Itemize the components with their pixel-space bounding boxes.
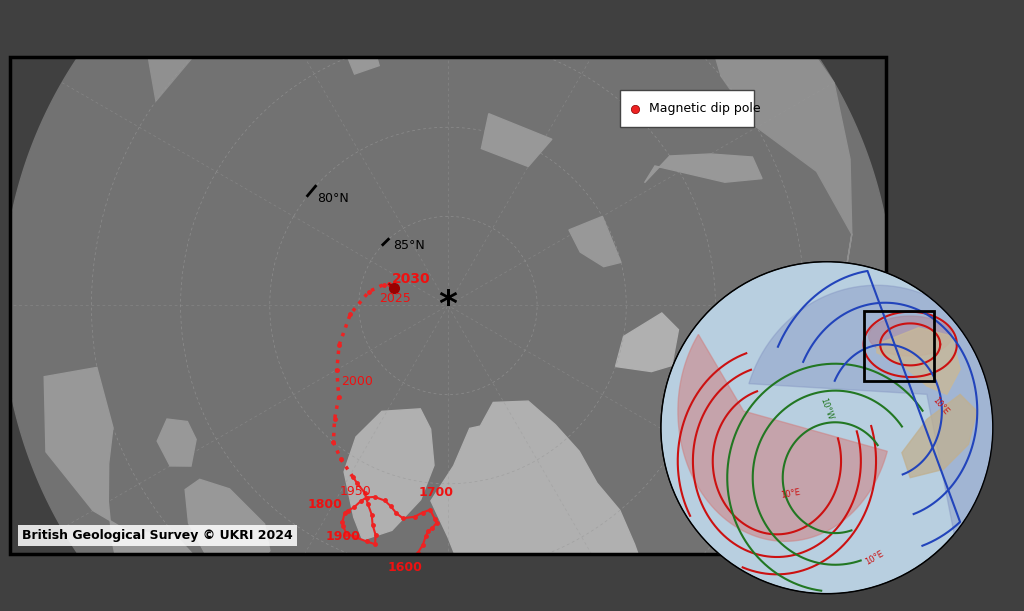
Polygon shape	[2, 0, 894, 611]
Polygon shape	[358, 216, 538, 395]
Polygon shape	[868, 316, 952, 356]
Polygon shape	[902, 394, 977, 478]
Polygon shape	[569, 216, 621, 266]
Text: *: *	[438, 288, 458, 323]
Text: 85°N: 85°N	[393, 240, 425, 252]
Polygon shape	[308, 590, 407, 611]
Polygon shape	[644, 154, 762, 183]
Text: 80°N: 80°N	[317, 192, 349, 205]
Text: British Geological Survey © UKRI 2024: British Geological Survey © UKRI 2024	[22, 529, 293, 542]
Polygon shape	[413, 270, 483, 341]
Polygon shape	[185, 480, 270, 579]
Text: 1800: 1800	[307, 498, 342, 511]
Text: 1950: 1950	[340, 485, 372, 498]
Polygon shape	[615, 313, 679, 371]
Text: 2030: 2030	[392, 272, 430, 286]
Text: 1700: 1700	[419, 486, 454, 499]
Polygon shape	[341, 31, 379, 74]
Polygon shape	[749, 285, 1012, 543]
Circle shape	[660, 261, 993, 595]
Text: 2025: 2025	[379, 292, 411, 306]
Polygon shape	[147, 0, 852, 306]
Polygon shape	[91, 0, 805, 611]
Text: 1900: 1900	[326, 530, 360, 543]
Text: Magnetic dip pole: Magnetic dip pole	[649, 102, 761, 115]
Polygon shape	[344, 409, 434, 540]
FancyBboxPatch shape	[621, 90, 755, 128]
Polygon shape	[678, 334, 887, 541]
Text: 10°W: 10°W	[818, 397, 835, 422]
Polygon shape	[431, 401, 655, 611]
Text: 1600: 1600	[388, 560, 423, 574]
Polygon shape	[877, 327, 961, 394]
Polygon shape	[44, 367, 371, 611]
Polygon shape	[481, 114, 552, 167]
Text: 10°E: 10°E	[930, 395, 950, 416]
Text: 10°E: 10°E	[863, 549, 886, 566]
Text: 10°E: 10°E	[780, 488, 802, 500]
Polygon shape	[269, 127, 627, 484]
Text: 2000: 2000	[341, 375, 373, 388]
Polygon shape	[341, 560, 384, 597]
Polygon shape	[180, 38, 716, 573]
Bar	[863, 311, 934, 381]
Polygon shape	[157, 419, 197, 466]
